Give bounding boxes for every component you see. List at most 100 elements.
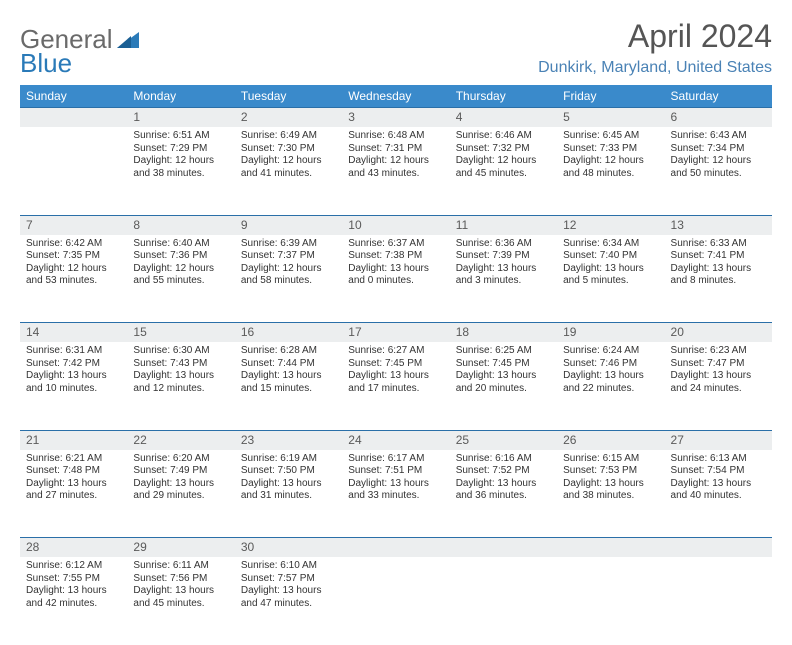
logo-text-blue: Blue: [20, 48, 72, 78]
day-detail-cell: Sunrise: 6:19 AMSunset: 7:50 PMDaylight:…: [235, 450, 342, 538]
weekday-header: Wednesday: [342, 85, 449, 108]
daylight-text-2: and 41 minutes.: [241, 168, 336, 181]
daylight-text-2: and 43 minutes.: [348, 168, 443, 181]
day-number-row: 123456: [20, 108, 772, 128]
sunrise-text: Sunrise: 6:34 AM: [563, 238, 658, 251]
sunrise-text: Sunrise: 6:33 AM: [671, 238, 766, 251]
sunrise-text: Sunrise: 6:12 AM: [26, 560, 121, 573]
day-detail-row: Sunrise: 6:42 AMSunset: 7:35 PM Daylight:…: [20, 235, 772, 323]
day-number-cell: [665, 538, 772, 558]
day-number-cell: 11: [450, 215, 557, 235]
sunrise-text: Sunrise: 6:27 AM: [348, 345, 443, 358]
daylight-text-2: and 3 minutes.: [456, 275, 551, 288]
daylight-text-1: Daylight: 13 hours: [671, 478, 766, 491]
day-detail-cell: Sunrise: 6:13 AMSunset: 7:54 PMDaylight:…: [665, 450, 772, 538]
day-number-cell: 23: [235, 430, 342, 450]
day-detail-row: Sunrise: 6:12 AMSunset: 7:55 PMDaylight:…: [20, 557, 772, 645]
day-number-cell: 13: [665, 215, 772, 235]
day-number-cell: 28: [20, 538, 127, 558]
sunset-text: Sunset: 7:36 PM: [133, 250, 228, 263]
day-detail-cell: Sunrise: 6:12 AMSunset: 7:55 PMDaylight:…: [20, 557, 127, 645]
day-detail-cell: Sunrise: 6:40 AMSunset: 7:36 PMDaylight:…: [127, 235, 234, 323]
daylight-text-1: Daylight: 12 hours: [456, 155, 551, 168]
day-detail-cell: Sunrise: 6:42 AMSunset: 7:35 PMDaylight:…: [20, 235, 127, 323]
daylight-text-1: Daylight: 13 hours: [671, 263, 766, 276]
daylight-text-2: and 22 minutes.: [563, 383, 658, 396]
daylight-text-2: and 48 minutes.: [563, 168, 658, 181]
sunrise-text: Sunrise: 6:42 AM: [26, 238, 121, 251]
sunrise-text: Sunrise: 6:23 AM: [671, 345, 766, 358]
daylight-text-1: Daylight: 13 hours: [133, 585, 228, 598]
day-number-cell: 8: [127, 215, 234, 235]
daylight-text-2: and 24 minutes.: [671, 383, 766, 396]
daylight-text-2: and 45 minutes.: [456, 168, 551, 181]
daylight-text-1: Daylight: 13 hours: [26, 478, 121, 491]
sunrise-text: Sunrise: 6:17 AM: [348, 453, 443, 466]
sunrise-text: Sunrise: 6:21 AM: [26, 453, 121, 466]
sunrise-text: Sunrise: 6:49 AM: [241, 130, 336, 143]
weekday-header: Saturday: [665, 85, 772, 108]
location-subtitle: Dunkirk, Maryland, United States: [538, 59, 772, 77]
day-detail-cell: Sunrise: 6:25 AMSunset: 7:45 PMDaylight:…: [450, 342, 557, 430]
day-detail-cell: Sunrise: 6:21 AMSunset: 7:48 PMDaylight:…: [20, 450, 127, 538]
day-number-cell: [20, 108, 127, 128]
day-detail-cell: Sunrise: 6:30 AMSunset: 7:43 PMDaylight:…: [127, 342, 234, 430]
daylight-text-2: and 40 minutes.: [671, 490, 766, 503]
daylight-text-2: and 38 minutes.: [563, 490, 658, 503]
day-number-cell: 20: [665, 323, 772, 343]
day-number-cell: 9: [235, 215, 342, 235]
daylight-text-2: and 15 minutes.: [241, 383, 336, 396]
daylight-text-1: Daylight: 12 hours: [133, 155, 228, 168]
sunset-text: Sunset: 7:54 PM: [671, 465, 766, 478]
daylight-text-1: Daylight: 13 hours: [241, 370, 336, 383]
month-title: April 2024: [538, 18, 772, 55]
sunrise-text: Sunrise: 6:13 AM: [671, 453, 766, 466]
sunset-text: Sunset: 7:49 PM: [133, 465, 228, 478]
daylight-text-2: and 53 minutes.: [26, 275, 121, 288]
daylight-text-1: Daylight: 13 hours: [456, 370, 551, 383]
day-detail-cell: Sunrise: 6:24 AMSunset: 7:46 PMDaylight:…: [557, 342, 664, 430]
day-number-row: 21222324252627: [20, 430, 772, 450]
day-number-cell: 6: [665, 108, 772, 128]
weekday-header: Friday: [557, 85, 664, 108]
daylight-text-2: and 45 minutes.: [133, 598, 228, 611]
day-number-cell: 1: [127, 108, 234, 128]
sunrise-text: Sunrise: 6:43 AM: [671, 130, 766, 143]
day-detail-cell: Sunrise: 6:45 AMSunset: 7:33 PMDaylight:…: [557, 127, 664, 215]
sunset-text: Sunset: 7:45 PM: [456, 358, 551, 371]
sunrise-text: Sunrise: 6:16 AM: [456, 453, 551, 466]
daylight-text-1: Daylight: 12 hours: [348, 155, 443, 168]
day-detail-cell: Sunrise: 6:49 AMSunset: 7:30 PMDaylight:…: [235, 127, 342, 215]
day-detail-cell: Sunrise: 6:51 AMSunset: 7:29 PMDaylight:…: [127, 127, 234, 215]
sunset-text: Sunset: 7:31 PM: [348, 143, 443, 156]
daylight-text-2: and 10 minutes.: [26, 383, 121, 396]
daylight-text-2: and 47 minutes.: [241, 598, 336, 611]
daylight-text-2: and 0 minutes.: [348, 275, 443, 288]
daylight-text-2: and 55 minutes.: [133, 275, 228, 288]
sunrise-text: Sunrise: 6:36 AM: [456, 238, 551, 251]
sunrise-text: Sunrise: 6:39 AM: [241, 238, 336, 251]
day-detail-cell: Sunrise: 6:39 AMSunset: 7:37 PMDaylight:…: [235, 235, 342, 323]
sunset-text: Sunset: 7:41 PM: [671, 250, 766, 263]
daylight-text-2: and 38 minutes.: [133, 168, 228, 181]
daylight-text-1: Daylight: 13 hours: [26, 370, 121, 383]
sunrise-text: Sunrise: 6:20 AM: [133, 453, 228, 466]
daylight-text-1: Daylight: 13 hours: [563, 370, 658, 383]
sunrise-text: Sunrise: 6:48 AM: [348, 130, 443, 143]
day-number-cell: 30: [235, 538, 342, 558]
day-detail-cell: Sunrise: 6:37 AMSunset: 7:38 PMDaylight:…: [342, 235, 449, 323]
day-number-cell: [557, 538, 664, 558]
sunrise-text: Sunrise: 6:40 AM: [133, 238, 228, 251]
day-number-cell: 19: [557, 323, 664, 343]
daylight-text-2: and 12 minutes.: [133, 383, 228, 396]
daylight-text-1: Daylight: 12 hours: [241, 155, 336, 168]
sunset-text: Sunset: 7:35 PM: [26, 250, 121, 263]
day-detail-cell: Sunrise: 6:10 AMSunset: 7:57 PMDaylight:…: [235, 557, 342, 645]
sunset-text: Sunset: 7:48 PM: [26, 465, 121, 478]
sunrise-text: Sunrise: 6:37 AM: [348, 238, 443, 251]
day-detail-cell: [557, 557, 664, 645]
daylight-text-2: and 17 minutes.: [348, 383, 443, 396]
daylight-text-2: and 20 minutes.: [456, 383, 551, 396]
sunset-text: Sunset: 7:39 PM: [456, 250, 551, 263]
day-detail-cell: Sunrise: 6:46 AMSunset: 7:32 PMDaylight:…: [450, 127, 557, 215]
